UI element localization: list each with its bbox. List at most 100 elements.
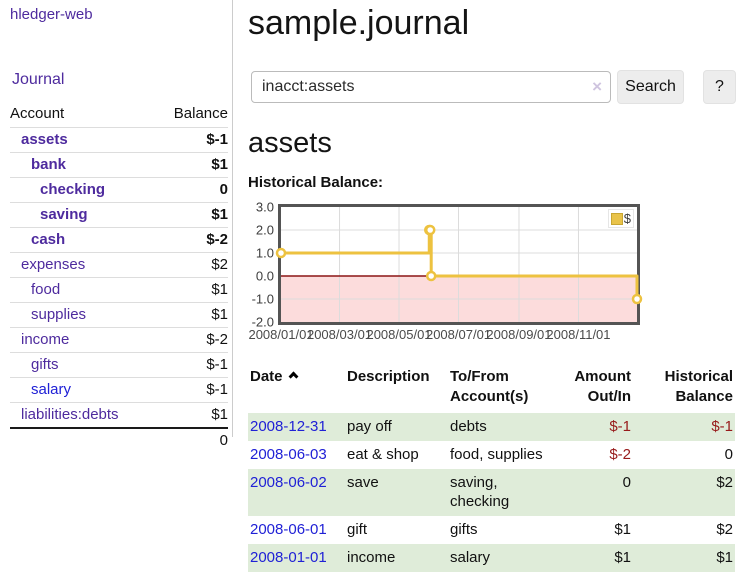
account-balance: $-1 (155, 127, 228, 153)
account-balance: $-2 (155, 327, 228, 353)
column-header-amount-outin: Amount Out/In (574, 368, 631, 405)
transaction-row: 2008-06-02 save saving, checking 0 $2 (248, 469, 735, 516)
legend-swatch-icon (610, 212, 623, 225)
accounts-header-balance: Balance (173, 105, 228, 122)
account-balance: $-1 (155, 352, 228, 378)
transaction-row: 2008-06-01 gift gifts $1 $2 (248, 516, 735, 544)
account-balance: $1 (155, 402, 228, 428)
txn-description: save (345, 469, 448, 516)
help-button[interactable]: ? (703, 70, 736, 104)
account-link-assets[interactable]: assets (21, 131, 68, 148)
search-button[interactable]: Search (617, 70, 684, 104)
txn-accounts: gifts (450, 521, 478, 538)
txn-date-link[interactable]: 2008-12-31 (250, 418, 327, 435)
transaction-row: 2008-01-01 income salary $1 $1 (248, 544, 735, 572)
column-header-tofrom-accounts: To/From Account(s) (450, 368, 529, 405)
account-row: assets $-1 (10, 127, 228, 153)
historical-balance-chart: 3.0 2.0 1.0 0.0 -1.0 -2.0 $ 2008/01/01 2008/03… (248, 201, 742, 346)
account-link-supplies[interactable]: supplies (31, 306, 87, 323)
legend-label: $ (623, 211, 631, 226)
app-title-link[interactable]: hledger-web (10, 6, 93, 23)
account-balance: $1 (155, 302, 228, 328)
chart-svg (275, 207, 643, 322)
account-link-food[interactable]: food (31, 281, 61, 298)
txn-accounts: food, supplies (450, 446, 543, 463)
chart-plot-area: $ (275, 204, 643, 325)
txn-description: gift (347, 521, 368, 538)
account-heading: assets (248, 127, 332, 159)
accounts-table: Account Balance assets $-1 bank $1 check… (10, 102, 228, 453)
account-balance: $2 (155, 252, 228, 278)
txn-amount: $-2 (609, 446, 631, 463)
column-header-historical-balance: Historical Balance (664, 368, 733, 405)
account-row: bank $1 (10, 152, 228, 178)
transactions-header-row: Date Description To/From Account(s) Amou… (248, 367, 735, 413)
account-link-salary[interactable]: salary (31, 381, 72, 398)
account-row: supplies $1 (10, 302, 228, 328)
transaction-row: 2008-12-31 pay off debts $-1 $-1 (248, 413, 735, 441)
search-form: × Search ? (251, 70, 742, 104)
txn-date-link[interactable]: 2008-01-01 (250, 549, 327, 566)
x-tick-label: 2008/05/01 (366, 327, 432, 342)
x-tick-label: 2008/11/01 (546, 327, 611, 342)
txn-description: eat & shop (347, 446, 419, 463)
accounts-total: 0 (155, 427, 228, 453)
y-tick-label: 0.0 (255, 268, 274, 284)
account-balance: $1 (155, 202, 228, 228)
clear-search-icon[interactable]: × (592, 77, 602, 96)
y-tick-label: 1.0 (255, 245, 274, 261)
txn-amount: $-1 (563, 413, 633, 441)
chart-legend: $ (607, 209, 634, 228)
txn-accounts: debts (448, 413, 563, 441)
txn-amount: $1 (614, 521, 631, 538)
account-row: liabilities:debts $1 (10, 402, 228, 428)
account-row: food $1 (10, 277, 228, 303)
account-row: salary $-1 (10, 377, 228, 403)
x-tick-label: 2008/03/01 (306, 327, 373, 342)
txn-amount: $1 (563, 544, 633, 572)
account-link-checking[interactable]: checking (40, 181, 106, 198)
account-link-bank[interactable]: bank (31, 156, 67, 173)
y-tick-label: -2.0 (251, 314, 274, 330)
account-link-gifts[interactable]: gifts (31, 356, 59, 373)
account-row: checking 0 (10, 177, 228, 203)
account-row: expenses $2 (10, 252, 228, 278)
page-title: sample.journal (248, 4, 470, 42)
account-row: gifts $-1 (10, 352, 228, 378)
txn-balance: $2 (716, 521, 733, 538)
account-balance: $1 (155, 277, 228, 303)
txn-balance: $2 (633, 469, 735, 516)
account-link-income[interactable]: income (21, 331, 70, 348)
account-link-expenses[interactable]: expenses (21, 256, 86, 273)
account-link-liabilities-debts[interactable]: liabilities:debts (21, 406, 119, 423)
x-tick-label: 2008/01/01 (248, 327, 314, 342)
txn-accounts: saving, checking (448, 469, 563, 516)
account-row: income $-2 (10, 327, 228, 353)
txn-date-link[interactable]: 2008-06-03 (250, 446, 327, 463)
sidebar: hledger-web Journal Account Balance asse… (0, 0, 233, 453)
account-row: cash $-2 (10, 227, 228, 253)
account-balance: 0 (155, 177, 228, 203)
accounts-header-account: Account (10, 105, 65, 122)
account-link-cash[interactable]: cash (31, 231, 66, 248)
txn-date-link[interactable]: 2008-06-01 (250, 521, 327, 538)
account-balance: $-2 (155, 227, 228, 253)
txn-description: income (345, 544, 448, 572)
transaction-row: 2008-06-03 eat & shop food, supplies $-2… (248, 441, 735, 469)
x-tick-label: 2008/07/01 (425, 327, 492, 342)
account-balance: $1 (155, 152, 228, 178)
column-header-description: Description (347, 368, 430, 385)
txn-date-link[interactable]: 2008-06-02 (250, 474, 327, 491)
account-row: saving $1 (10, 202, 228, 228)
column-header-date[interactable]: Date (248, 367, 345, 413)
y-tick-label: 2.0 (255, 222, 274, 238)
main-content: sample.journal × Search ? assets Histori… (248, 0, 742, 572)
accounts-total-row: 0 (10, 427, 228, 453)
txn-description: pay off (345, 413, 448, 441)
search-input[interactable] (251, 71, 611, 103)
txn-accounts: salary (448, 544, 563, 572)
chart-title: Historical Balance: (248, 174, 384, 191)
x-tick-label: 2008/09/01 (486, 327, 552, 342)
account-link-saving[interactable]: saving (40, 206, 88, 223)
sidebar-item-journal[interactable]: Journal (12, 71, 65, 88)
